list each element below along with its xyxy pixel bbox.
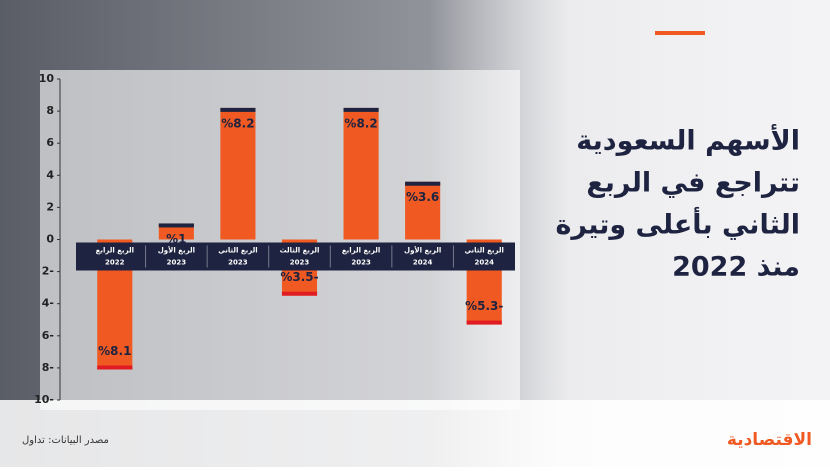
x-tick-label: الربع الأول	[404, 246, 441, 255]
logo: الاقتصادية	[727, 430, 812, 450]
source: مصدر البيانات: تداول	[22, 435, 109, 446]
bar-cap	[405, 181, 441, 186]
x-tick-label: 2024	[474, 259, 494, 267]
x-tick-label: الربع الرابع	[96, 247, 134, 255]
bar-cap	[97, 365, 133, 370]
value-label: %3.6	[406, 190, 439, 204]
x-tick-label: 2023	[290, 259, 310, 267]
plot: 10 8 6 4 2 0 2- 4- 6- 8- 10- الربع الرابع 2022 %8.1 ال…	[34, 72, 515, 406]
value-label: %3.5-	[280, 270, 318, 284]
bar-cap	[281, 291, 318, 296]
bar-cap	[343, 107, 379, 112]
y-tick-label: 10	[39, 72, 55, 85]
x-tick-label: الربع الأول	[158, 246, 195, 255]
y-tick-label: 8-	[42, 361, 54, 374]
title-line: الأسهم السعودية	[576, 124, 800, 157]
y-tick-label: 2-	[42, 265, 54, 278]
bar	[405, 181, 441, 240]
y-tick-label: 0	[46, 233, 54, 246]
x-tick-label: 2022	[105, 259, 125, 267]
x-tick-label: 2023	[167, 259, 187, 267]
value-label: %5.3-	[465, 299, 503, 313]
footer-band	[0, 400, 830, 467]
y-tick-label: 6	[46, 136, 54, 149]
y-tick-label: 4	[46, 168, 54, 181]
x-tick-label: الربع الثالث	[280, 247, 320, 255]
title-line: الثاني بأعلى وتيرة	[555, 207, 800, 241]
y-tick-label: 4-	[42, 297, 54, 310]
x-tick-label: الربع الرابع	[342, 247, 380, 255]
x-tick-label: 2023	[228, 259, 248, 267]
y-tick-label: 2	[46, 200, 54, 213]
value-label: %8.1	[98, 344, 131, 358]
title-line: منذ 2022	[672, 252, 800, 283]
value-label: %8.2	[221, 116, 254, 130]
bar-cap	[220, 107, 256, 112]
x-tick-label: الربع الثاني	[218, 247, 257, 255]
bar-cap	[466, 320, 502, 325]
x-tick-label: 2024	[413, 259, 433, 267]
x-tick-label: 2023	[351, 259, 371, 267]
bar	[158, 223, 194, 240]
y-tick-label: 8	[46, 104, 54, 117]
category-band	[76, 242, 515, 271]
title-line: تتراجع في الربع	[586, 168, 800, 199]
value-label: %8.2	[344, 116, 377, 130]
x-tick-label: الربع الثاني	[464, 247, 503, 255]
bar	[220, 107, 256, 240]
accent-line	[655, 31, 705, 35]
bar	[343, 107, 379, 240]
title: الأسهم السعودية تتراجع في الربع الثاني بأع…	[555, 124, 800, 283]
bar-cap	[158, 223, 194, 228]
y-tick-label: 6-	[42, 329, 54, 342]
value-label: %1	[166, 232, 186, 246]
y-tick-label: 10-	[34, 393, 54, 406]
